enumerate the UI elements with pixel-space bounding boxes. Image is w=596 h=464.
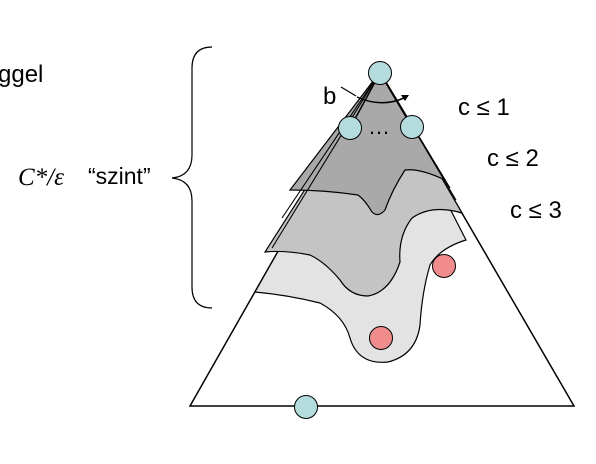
contour-label-3: c ≤ 3 bbox=[510, 197, 562, 224]
branch-label-leader bbox=[340, 86, 357, 97]
tree-edge-left-2 bbox=[271, 71, 381, 249]
level-word: “szint” bbox=[88, 163, 151, 189]
deep-node-bottom bbox=[294, 395, 318, 419]
contour-label-2: c ≤ 2 bbox=[487, 145, 539, 172]
contour-label-1: c ≤ 1 bbox=[458, 94, 510, 121]
goal-node-1 bbox=[432, 254, 456, 278]
child-node-right bbox=[400, 115, 424, 139]
curly-brace bbox=[171, 46, 213, 309]
cost-ratio-symbol: C*/ε bbox=[18, 164, 64, 191]
branching-arc bbox=[356, 96, 405, 104]
child-node-left bbox=[338, 116, 362, 140]
goal-node-2 bbox=[369, 326, 393, 350]
truncated-text: ggel bbox=[0, 61, 43, 88]
branch-label: b bbox=[323, 83, 336, 110]
root-node bbox=[368, 61, 392, 85]
sibling-ellipsis: … bbox=[368, 114, 390, 139]
contour-c-le-1 bbox=[288, 70, 447, 216]
tree-edge-left-1 bbox=[281, 71, 381, 219]
branching-arrowhead bbox=[401, 95, 409, 101]
